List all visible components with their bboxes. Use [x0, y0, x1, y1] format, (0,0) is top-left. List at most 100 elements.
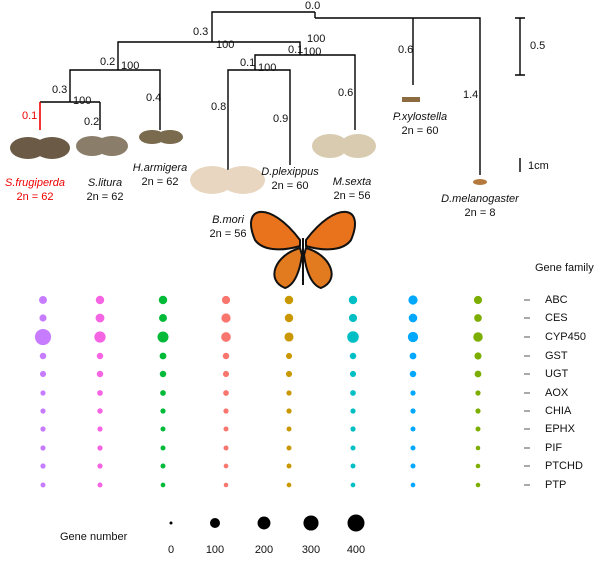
gene-dot — [410, 445, 416, 451]
gene-dot — [159, 314, 167, 322]
gene-dot — [286, 445, 292, 451]
gene-dot — [475, 463, 481, 469]
gene-family: PTP — [545, 479, 566, 491]
gene-dot — [97, 445, 103, 451]
size-legend-label: 400 — [347, 544, 365, 556]
gene-family: PTCHD — [545, 460, 583, 472]
branch-length: 0.3 — [52, 84, 67, 96]
gene-dot — [350, 390, 356, 396]
gene-dot — [284, 313, 294, 323]
gene-dot — [160, 463, 166, 469]
gene-dot — [409, 352, 417, 360]
gene-family: CYP450 — [545, 331, 586, 343]
gene-dot — [221, 332, 231, 342]
gene-dot — [348, 313, 358, 323]
gene-dot — [350, 445, 356, 451]
gene-dot — [410, 390, 416, 396]
bootstrap: 100 — [216, 39, 234, 51]
gene-dot — [223, 408, 229, 414]
gene-dot — [223, 390, 229, 396]
gene-dot — [159, 370, 167, 378]
gene-dot — [286, 482, 292, 488]
branch-length: 0.1 — [240, 57, 255, 69]
gene-dot — [223, 426, 229, 432]
gene-dot — [475, 390, 481, 396]
gene-dot — [40, 426, 46, 432]
species-name: D.plexippus — [261, 166, 319, 178]
gene-dot — [34, 328, 52, 346]
gene-dot — [285, 370, 293, 378]
gene-dot — [96, 352, 104, 360]
species-name: M.sexta — [333, 176, 372, 188]
gene-dot — [349, 352, 357, 360]
gene-dot — [223, 463, 229, 469]
gene-dot — [39, 370, 47, 378]
gene-dot — [474, 314, 482, 322]
gene-dot — [95, 313, 105, 323]
karyotype: 2n = 62 — [141, 176, 178, 188]
insect-images — [10, 97, 487, 290]
gene-dot — [96, 370, 104, 378]
gene-dot — [473, 295, 483, 305]
gene-dot — [474, 370, 482, 378]
gene-dot — [158, 295, 168, 305]
gene-dot — [349, 370, 357, 378]
gene-dot — [40, 408, 46, 414]
gene-dot — [160, 426, 166, 432]
gene-dot — [286, 426, 292, 432]
branch-length: 1.4 — [463, 89, 478, 101]
gene-dot — [39, 314, 47, 322]
gene-dot — [348, 295, 358, 305]
branch-length: 0.9 — [273, 113, 288, 125]
size-legend-label: 300 — [302, 544, 320, 556]
gene-dot — [473, 332, 483, 342]
gene-dot — [39, 352, 47, 360]
scale-label: 1cm — [528, 160, 549, 172]
size-legend-dot — [169, 521, 173, 525]
size-legend-label: 100 — [206, 544, 224, 556]
size-legend-title: Gene number — [60, 531, 128, 543]
gene-dot — [160, 408, 166, 414]
gene-family: AOX — [545, 387, 569, 399]
gene-dot — [160, 482, 166, 488]
gene-dot — [221, 295, 231, 305]
gene-dot — [286, 390, 292, 396]
gene-dot — [97, 463, 103, 469]
branch-length: 0.1 — [22, 110, 37, 122]
gene-dot — [95, 295, 105, 305]
gene-family: EPHX — [545, 423, 576, 435]
gene-dot — [285, 352, 293, 360]
gene-family: ABC — [545, 294, 568, 306]
gene-dot — [475, 482, 481, 488]
gene-dot — [286, 408, 292, 414]
gene-dot — [40, 482, 46, 488]
gene-family: CES — [545, 312, 568, 324]
gene-dot — [40, 390, 46, 396]
gene-dot — [407, 331, 419, 343]
karyotype: 2n = 62 — [16, 191, 53, 203]
scale-label: 0.5 — [530, 40, 545, 52]
karyotype: 2n = 56 — [333, 190, 370, 202]
species-name: D.melanogaster — [441, 193, 520, 205]
gene-dot — [94, 331, 106, 343]
gene-family: UGT — [545, 368, 569, 380]
gene-family: PIF — [545, 442, 562, 454]
gene-dot — [97, 390, 103, 396]
species-name: S.litura — [88, 177, 122, 189]
gene-dot — [159, 352, 167, 360]
branch-length: 0.6 — [338, 87, 353, 99]
gene-dot — [97, 426, 103, 432]
gene-dot — [286, 463, 292, 469]
gene-family: CHIA — [545, 405, 572, 417]
gene-dot — [223, 482, 229, 488]
gene-dot — [160, 445, 166, 451]
species-name: H.armigera — [133, 162, 187, 174]
karyotype: 2n = 62 — [86, 191, 123, 203]
branch-length: 0.3 — [193, 26, 208, 38]
bootstrap: 100 — [303, 46, 321, 58]
gene-dot — [475, 408, 481, 414]
gene-dot — [409, 370, 417, 378]
bootstrap: 100 — [121, 60, 139, 72]
legend-title: Gene family — [535, 262, 594, 274]
